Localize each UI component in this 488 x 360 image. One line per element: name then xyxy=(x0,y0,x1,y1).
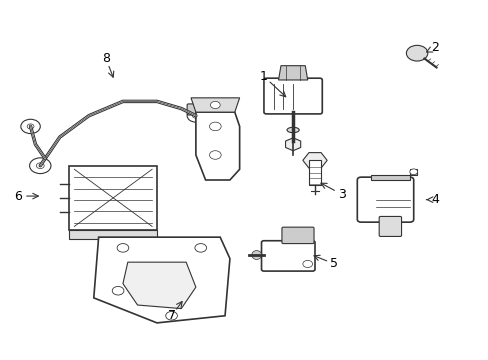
Circle shape xyxy=(210,102,220,109)
FancyBboxPatch shape xyxy=(378,216,401,237)
Text: 1: 1 xyxy=(260,70,267,83)
Text: 4: 4 xyxy=(430,193,438,206)
Text: 3: 3 xyxy=(337,188,345,201)
Circle shape xyxy=(21,119,40,134)
Circle shape xyxy=(209,151,221,159)
Circle shape xyxy=(117,244,128,252)
FancyBboxPatch shape xyxy=(69,166,157,230)
Circle shape xyxy=(409,169,417,175)
Polygon shape xyxy=(278,66,307,80)
FancyBboxPatch shape xyxy=(282,227,313,244)
Circle shape xyxy=(187,109,204,122)
FancyBboxPatch shape xyxy=(261,241,314,271)
Text: 8: 8 xyxy=(102,52,110,65)
Text: 2: 2 xyxy=(430,41,438,54)
Polygon shape xyxy=(94,237,229,323)
FancyBboxPatch shape xyxy=(264,78,322,114)
Circle shape xyxy=(195,244,206,252)
Text: 6: 6 xyxy=(15,190,22,203)
Text: 7: 7 xyxy=(167,309,175,322)
Circle shape xyxy=(30,158,51,174)
Ellipse shape xyxy=(251,251,261,260)
FancyBboxPatch shape xyxy=(308,160,320,185)
Circle shape xyxy=(27,124,34,129)
Circle shape xyxy=(406,45,427,61)
Ellipse shape xyxy=(286,127,299,133)
Text: 5: 5 xyxy=(330,257,338,270)
Circle shape xyxy=(112,287,123,295)
Circle shape xyxy=(36,163,44,168)
Circle shape xyxy=(302,260,312,267)
Circle shape xyxy=(165,311,177,320)
FancyBboxPatch shape xyxy=(69,230,157,239)
FancyBboxPatch shape xyxy=(357,177,413,222)
Circle shape xyxy=(192,113,199,118)
Polygon shape xyxy=(191,98,239,112)
Polygon shape xyxy=(196,112,239,180)
Polygon shape xyxy=(370,169,416,180)
Polygon shape xyxy=(122,262,196,309)
Circle shape xyxy=(209,122,221,131)
FancyBboxPatch shape xyxy=(187,104,204,115)
